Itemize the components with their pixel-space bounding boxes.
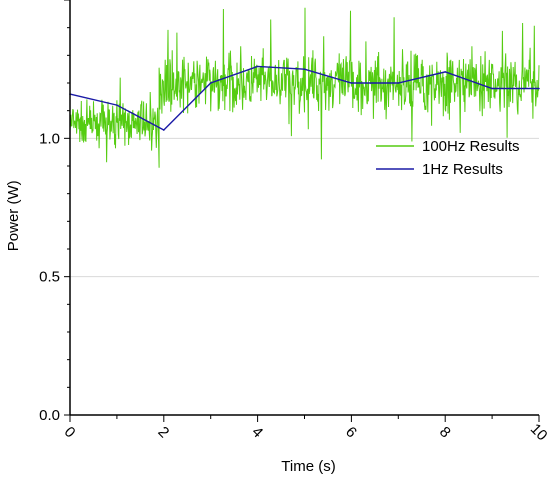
series-1hz-point <box>256 65 259 68</box>
legend-label-1hz: 1Hz Results <box>422 161 503 178</box>
x-tick-label: 0 <box>61 423 79 441</box>
grid <box>70 137 539 278</box>
legend: 100Hz Results 1Hz Results <box>376 138 520 178</box>
y-tick-label: 1.0 <box>39 130 60 147</box>
x-axis-title: Time (s) <box>281 458 335 475</box>
x-tick-label: 4 <box>248 423 266 441</box>
series-100hz-line <box>69 7 540 168</box>
x-tick-label: 6 <box>342 423 360 441</box>
series-1hz-point <box>116 104 118 106</box>
ticks: 0.0 0.5 1.0 0 2 4 6 8 10 <box>39 0 550 444</box>
series-1hz-point <box>303 68 306 70</box>
series-1hz-point <box>444 71 447 73</box>
x-tick-label: 10 <box>527 420 550 444</box>
series-1hz-point <box>538 87 540 90</box>
legend-label-100hz: 100Hz Results <box>422 138 520 155</box>
series-1hz-point <box>397 82 400 84</box>
series-1hz-point <box>163 129 165 131</box>
x-tick-label: 8 <box>436 423 454 441</box>
series-1hz-point <box>491 87 493 90</box>
series-1hz-point <box>350 82 353 84</box>
x-tick-label: 2 <box>154 423 172 441</box>
y-tick-label: 0.0 <box>39 407 60 424</box>
y-tick-label: 0.5 <box>39 269 60 286</box>
y-axis-title: Power (W) <box>5 180 22 251</box>
series-1hz-point <box>209 82 212 84</box>
